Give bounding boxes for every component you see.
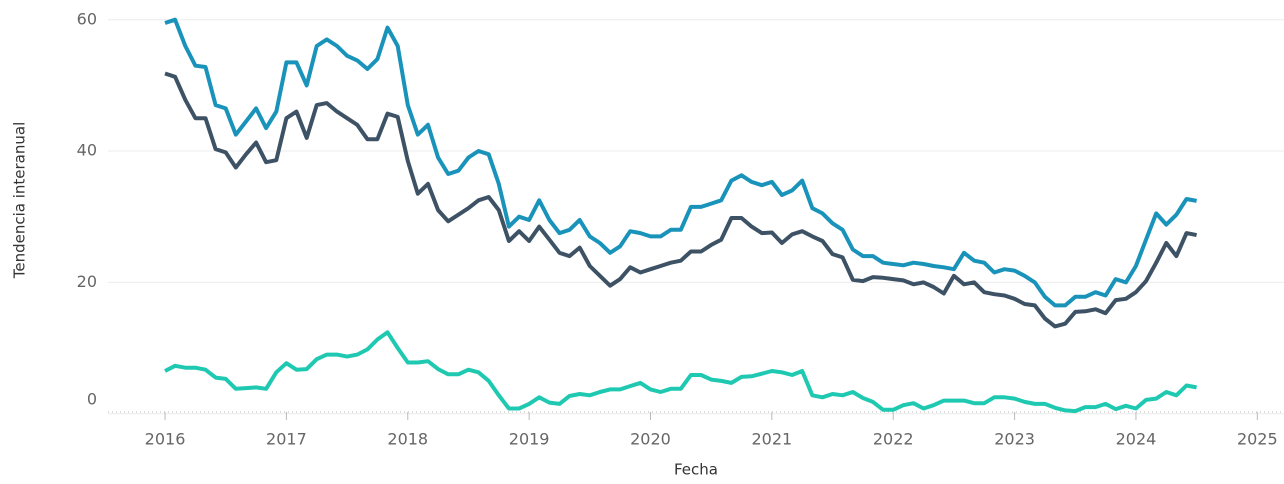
x-tick-label: 2024: [1116, 430, 1157, 449]
x-tick-label: 2017: [266, 430, 307, 449]
y-tick-label: 40: [77, 141, 97, 160]
x-axis-title: Fecha: [674, 461, 718, 479]
x-tick-label: 2022: [873, 430, 914, 449]
series-line: [164, 17, 1197, 308]
x-tick-label: 2019: [509, 430, 550, 449]
series-line: [164, 71, 1197, 329]
x-tick-label: 2016: [145, 430, 186, 449]
x-tick-label: 2025: [1237, 430, 1278, 449]
y-tick-label: 20: [77, 272, 97, 291]
y-tick-label: 0: [87, 390, 97, 409]
y-tick-label: 60: [77, 10, 97, 29]
x-tick-label: 2018: [387, 430, 428, 449]
x-tick-label: 2023: [994, 430, 1035, 449]
x-tick-label: 2021: [751, 430, 792, 449]
series-line: [164, 330, 1197, 414]
x-tick-label: 2020: [630, 430, 671, 449]
y-axis-title: Tendencia interanual: [11, 122, 29, 280]
